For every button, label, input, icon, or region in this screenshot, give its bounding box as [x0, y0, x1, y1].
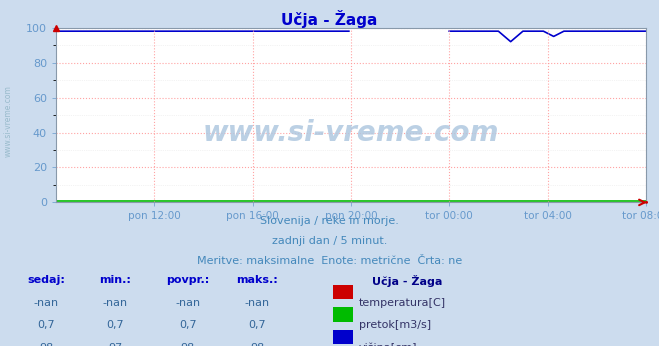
Text: www.si-vreme.com: www.si-vreme.com: [4, 85, 13, 157]
Text: 0,7: 0,7: [179, 320, 196, 330]
Text: pretok[m3/s]: pretok[m3/s]: [359, 320, 431, 330]
Text: www.si-vreme.com: www.si-vreme.com: [203, 119, 499, 146]
Text: Meritve: maksimalne  Enote: metrične  Črta: ne: Meritve: maksimalne Enote: metrične Črta…: [197, 256, 462, 266]
Text: min.:: min.:: [100, 275, 131, 285]
Text: zadnji dan / 5 minut.: zadnji dan / 5 minut.: [272, 236, 387, 246]
Text: maks.:: maks.:: [236, 275, 278, 285]
Text: -nan: -nan: [175, 298, 200, 308]
Text: 98: 98: [181, 343, 195, 346]
Text: 97: 97: [108, 343, 123, 346]
Text: 0,7: 0,7: [248, 320, 266, 330]
Text: -nan: -nan: [244, 298, 270, 308]
Text: Učja - Žaga: Učja - Žaga: [372, 275, 443, 287]
Text: temperatura[C]: temperatura[C]: [359, 298, 446, 308]
Text: -nan: -nan: [34, 298, 59, 308]
Text: 98: 98: [39, 343, 53, 346]
Text: 98: 98: [250, 343, 264, 346]
Text: 0,7: 0,7: [107, 320, 124, 330]
Text: -nan: -nan: [103, 298, 128, 308]
Text: povpr.:: povpr.:: [166, 275, 210, 285]
Text: višina[cm]: višina[cm]: [359, 343, 418, 346]
Text: Slovenija / reke in morje.: Slovenija / reke in morje.: [260, 216, 399, 226]
Text: Učja - Žaga: Učja - Žaga: [281, 10, 378, 28]
Text: 0,7: 0,7: [38, 320, 55, 330]
Text: sedaj:: sedaj:: [27, 275, 65, 285]
